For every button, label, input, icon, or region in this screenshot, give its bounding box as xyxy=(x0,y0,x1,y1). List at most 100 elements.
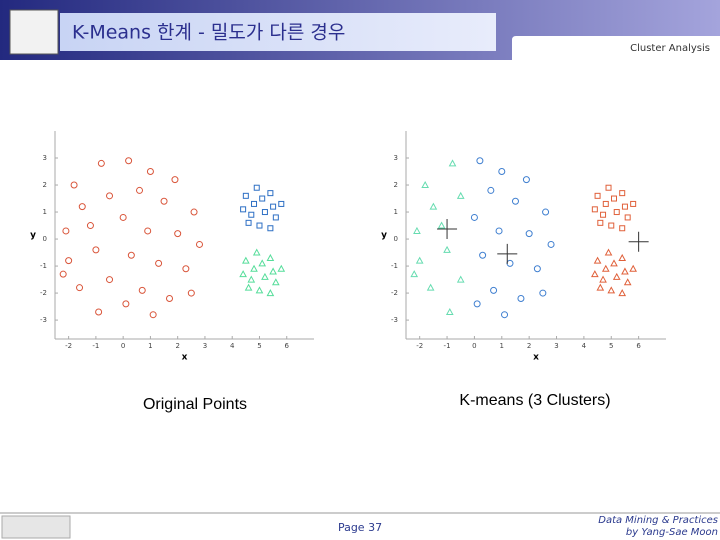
point xyxy=(596,283,605,291)
point xyxy=(95,308,103,316)
x-tick-label: 0 xyxy=(472,342,476,350)
footer-logo xyxy=(1,515,71,539)
point xyxy=(149,311,157,319)
point xyxy=(600,211,607,218)
point xyxy=(599,275,607,283)
point xyxy=(443,245,451,253)
section-label: Cluster Analysis xyxy=(630,43,710,54)
point xyxy=(70,181,78,189)
point xyxy=(160,197,168,205)
point xyxy=(241,256,250,264)
y-tick-label: 1 xyxy=(394,208,398,216)
point xyxy=(261,272,269,280)
point xyxy=(144,227,152,235)
point xyxy=(76,284,84,292)
point xyxy=(278,200,285,207)
point xyxy=(612,272,621,280)
y-tick-label: 3 xyxy=(394,154,398,162)
point xyxy=(618,253,627,261)
y-tick-label: 2 xyxy=(43,181,47,189)
point xyxy=(517,294,525,302)
point xyxy=(78,203,86,211)
x-tick-label: 3 xyxy=(554,342,558,350)
point xyxy=(250,264,258,272)
point xyxy=(272,214,279,221)
point xyxy=(429,202,438,210)
point xyxy=(252,248,261,256)
x-axis-label: x xyxy=(533,353,539,363)
point xyxy=(608,222,615,229)
y-tick-label: -1 xyxy=(40,262,47,270)
point xyxy=(533,265,541,273)
centroid xyxy=(437,219,458,240)
point xyxy=(92,246,100,254)
point xyxy=(601,264,610,272)
point xyxy=(630,200,637,207)
y-axis-label: y xyxy=(381,231,387,241)
point xyxy=(618,289,627,297)
point xyxy=(445,307,454,315)
point xyxy=(97,159,105,167)
point xyxy=(266,289,275,297)
point xyxy=(106,276,114,284)
y-tick-label: 2 xyxy=(394,181,398,189)
point xyxy=(195,240,203,248)
point xyxy=(86,222,94,230)
point xyxy=(495,227,503,235)
point xyxy=(138,286,146,294)
x-tick-label: 1 xyxy=(148,342,152,350)
y-tick-label: -3 xyxy=(40,316,47,324)
point xyxy=(190,208,198,216)
point xyxy=(501,311,509,319)
point xyxy=(251,200,258,207)
x-tick-label: 2 xyxy=(175,342,179,350)
point xyxy=(256,222,263,229)
y-tick-label: 1 xyxy=(43,208,47,216)
x-tick-label: 1 xyxy=(500,342,504,350)
x-tick-label: 0 xyxy=(121,342,125,350)
x-tick-label: 5 xyxy=(257,342,261,350)
point xyxy=(590,270,599,278)
x-tick-label: 2 xyxy=(527,342,531,350)
point xyxy=(498,168,506,176)
point xyxy=(604,248,613,256)
point xyxy=(413,226,421,234)
point xyxy=(266,253,275,261)
point xyxy=(174,230,182,238)
y-tick-label: -2 xyxy=(40,289,47,297)
point xyxy=(106,192,114,200)
point xyxy=(591,206,598,213)
point xyxy=(539,289,547,297)
point xyxy=(421,180,430,189)
point xyxy=(171,176,179,184)
point xyxy=(610,259,618,267)
x-tick-label: 4 xyxy=(230,342,235,350)
point xyxy=(267,190,274,197)
point xyxy=(629,264,638,272)
x-tick-label: -2 xyxy=(65,342,72,350)
logo-icon xyxy=(9,9,59,55)
y-tick-label: 0 xyxy=(394,235,398,243)
point xyxy=(146,168,154,176)
point xyxy=(624,214,631,221)
point xyxy=(125,157,133,165)
x-tick-label: 6 xyxy=(636,342,641,350)
point xyxy=(479,251,487,259)
point xyxy=(415,256,424,264)
point xyxy=(602,200,609,207)
point xyxy=(487,186,495,194)
point xyxy=(623,278,632,286)
title-box xyxy=(60,13,496,51)
point xyxy=(247,275,256,283)
point xyxy=(270,203,277,210)
point xyxy=(410,270,419,278)
point xyxy=(182,265,190,273)
point xyxy=(261,209,268,216)
point xyxy=(119,213,127,221)
point xyxy=(511,197,519,205)
point xyxy=(253,184,260,191)
point xyxy=(258,259,267,267)
point xyxy=(244,283,253,291)
point xyxy=(155,259,163,267)
